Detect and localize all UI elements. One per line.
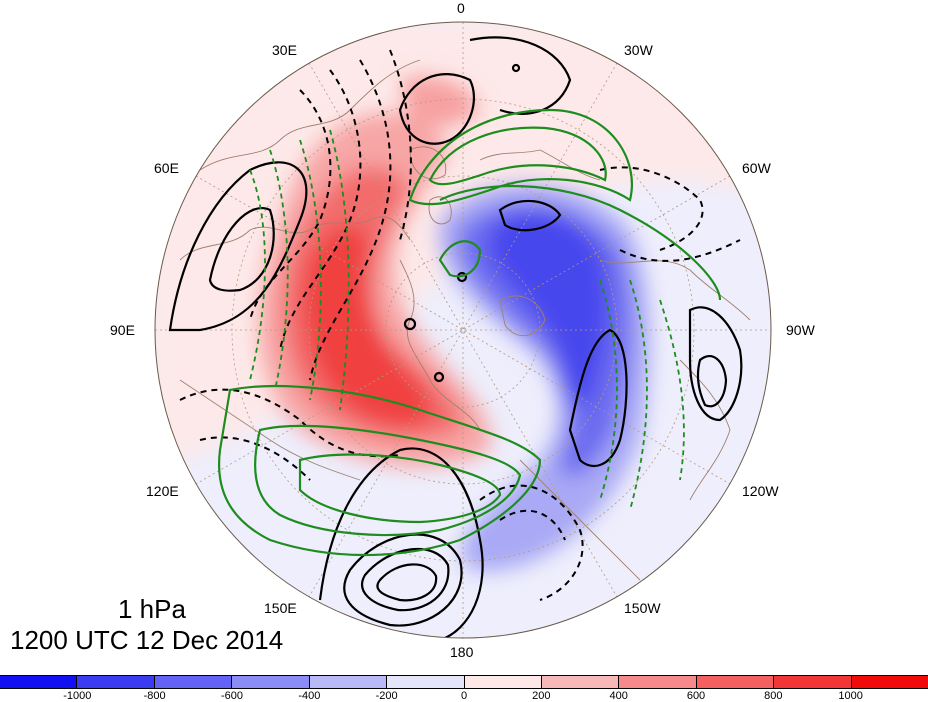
longitude-label-120e: 120E <box>146 483 179 499</box>
longitude-label-180: 180 <box>450 644 474 660</box>
colorbar-tick-label: -1000 <box>63 690 92 702</box>
colorbar-segment <box>387 676 465 688</box>
colorbar-tick-label: 0 <box>460 690 468 702</box>
colorbar <box>0 675 928 689</box>
colorbar-tick-label: -800 <box>143 690 166 702</box>
longitude-label-90e: 90E <box>110 322 135 338</box>
positive-anomaly <box>258 76 491 468</box>
colorbar-segment <box>232 676 310 688</box>
colorbar-segment <box>774 676 852 688</box>
longitude-label-150e: 150E <box>264 600 297 616</box>
green-solid-contours <box>218 108 722 557</box>
colorbar-tick-label: 400 <box>609 690 628 702</box>
longitude-label-30e: 30E <box>272 42 297 58</box>
colorbar-segment <box>541 676 620 688</box>
longitude-label-60w: 60W <box>742 160 771 176</box>
coastlines <box>179 59 751 581</box>
colorbar-tick-label: 200 <box>532 690 551 702</box>
colorbar-tick-label: -200 <box>375 690 398 702</box>
longitude-label-30w: 30W <box>624 42 653 58</box>
colorbar-tick-label: -600 <box>220 690 244 702</box>
map-boundary <box>154 21 772 639</box>
datetime-label: 1200 UTC 12 Dec 2014 <box>10 625 284 655</box>
colorbar-tick-label: 1000 <box>838 690 863 702</box>
colorbar-segment <box>309 676 388 688</box>
colorbar-tick-label: 800 <box>764 690 783 702</box>
pressure-level-label: 1 hPa <box>118 594 186 624</box>
black-solid-contours <box>168 36 743 638</box>
longitude-label-90w: 90W <box>786 322 815 338</box>
colorbar-tick-label: 600 <box>686 690 706 702</box>
green-dashed-contours <box>249 129 685 511</box>
longitude-label-150w: 150W <box>624 600 661 616</box>
longitude-label-120w: 120W <box>742 483 779 499</box>
colorbar-tick-label: -400 <box>298 690 321 702</box>
colorbar-segment <box>154 676 233 688</box>
longitude-label-60e: 60E <box>154 160 179 176</box>
colorbar-segment <box>619 676 697 688</box>
colorbar-segment <box>77 676 155 688</box>
longitude-label-0: 0 <box>457 0 465 16</box>
colorbar-segment <box>851 676 928 688</box>
colorbar-segment <box>464 676 542 688</box>
colorbar-segment <box>0 676 78 688</box>
colorbar-segment <box>696 676 775 688</box>
